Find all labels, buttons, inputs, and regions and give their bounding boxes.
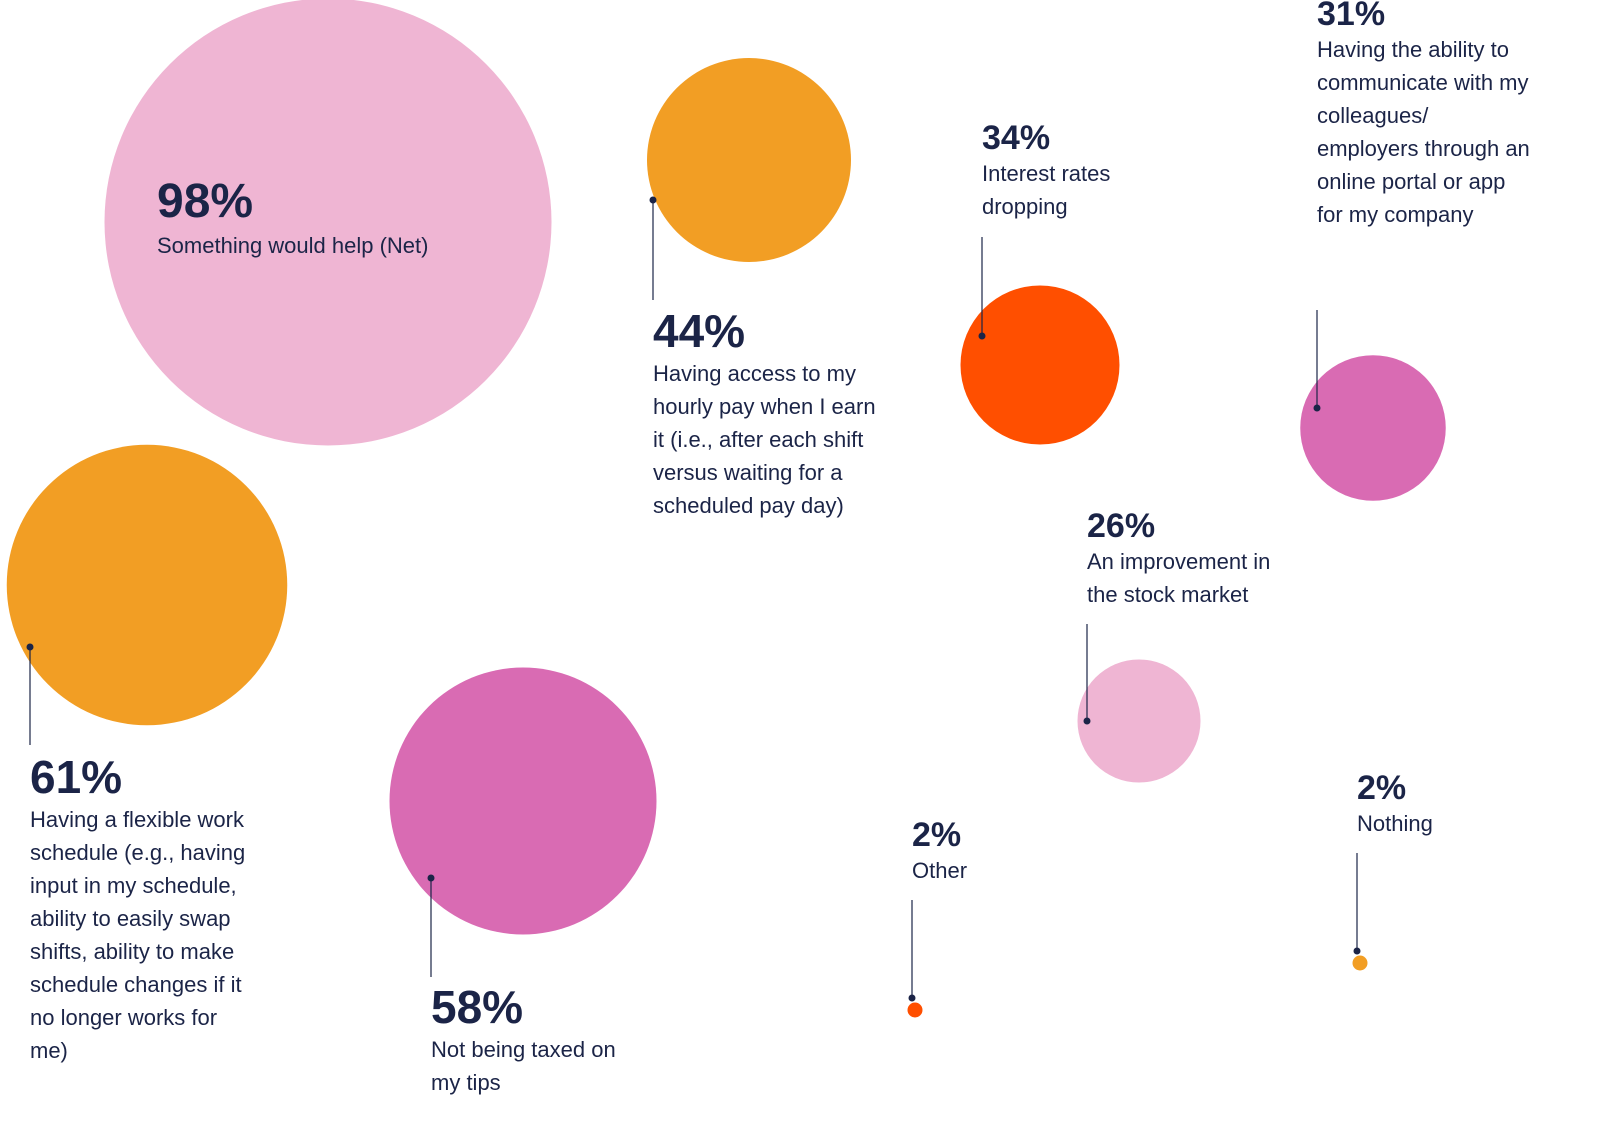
bubble-label: 2% Other [912, 816, 1032, 887]
bubble-label: 58% Not being taxed on my tips [431, 982, 646, 1099]
category-label: Having a flexible work schedule (e.g., h… [30, 806, 246, 1063]
leader-dot [649, 196, 657, 204]
leader-dot [1353, 947, 1361, 955]
value-label: 31% [1317, 0, 1386, 33]
category-label: Having the ability to communicate with m… [1317, 37, 1530, 228]
bubble [1077, 659, 1201, 783]
value-label: 44% [653, 305, 746, 357]
category-label: Interest rates dropping [982, 161, 1111, 220]
bubble [6, 444, 288, 726]
leader-dot [1083, 717, 1091, 725]
category-label: An improvement in the stock market [1087, 549, 1271, 608]
bubble-label: 2% Nothing [1357, 769, 1477, 840]
bubble [1352, 955, 1368, 971]
bubble [389, 667, 657, 935]
value-label: 34% [982, 119, 1051, 157]
bubble-label: 61% Having a flexible work schedule (e.g.… [30, 752, 255, 1067]
value-label: 58% [431, 981, 524, 1033]
bubble-label: 98% Something would help (Net) [157, 175, 517, 262]
leader-dot [26, 643, 34, 651]
category-label: Not being taxed on my tips [431, 1036, 616, 1095]
bubble [647, 58, 851, 262]
leader-dot [1313, 404, 1321, 412]
leader-dot [978, 332, 986, 340]
value-label: 61% [30, 751, 123, 803]
value-label: 2% [1357, 769, 1407, 807]
value-label: 26% [1087, 507, 1156, 545]
leader-dot [427, 874, 435, 882]
value-label: 2% [912, 816, 962, 854]
bubble [104, 0, 552, 446]
bubble [907, 1002, 923, 1018]
bubble-label: 31% Having the ability to communicate wit… [1317, 0, 1532, 231]
category-label: Having access to my hourly pay when I ea… [653, 360, 876, 518]
category-label: Other [912, 858, 968, 884]
category-label: Something would help (Net) [157, 232, 429, 258]
bubble [960, 285, 1120, 445]
category-label: Nothing [1357, 811, 1433, 837]
bubble-label: 44% Having access to my hourly pay when I… [653, 306, 885, 522]
bubble-label: 26% An improvement in the stock market [1087, 507, 1302, 611]
leader-dot [908, 994, 916, 1002]
bubble-label: 34% Interest rates dropping [982, 119, 1142, 223]
value-label: 98% [157, 175, 254, 228]
bubble [1300, 355, 1446, 501]
